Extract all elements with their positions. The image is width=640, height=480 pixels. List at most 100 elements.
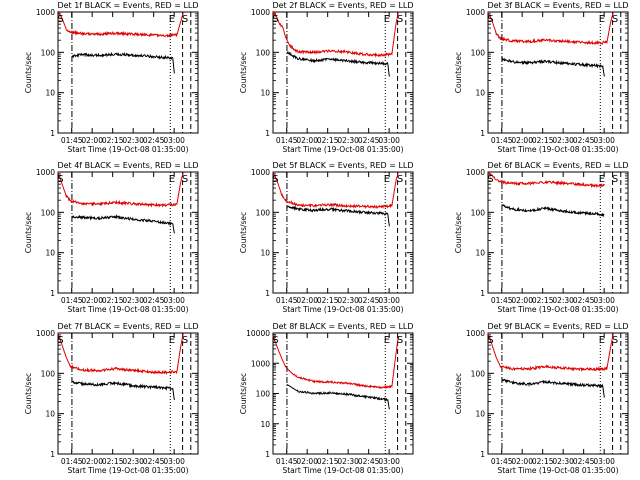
time-marker-label: S [182, 14, 188, 25]
x-tick-label: 02:30 [122, 296, 144, 305]
x-tick-label: 01:45 [61, 296, 83, 305]
y-tick-label: 100 [41, 369, 56, 378]
y-tick-label: 1000 [251, 168, 270, 177]
time-marker-label: S [397, 174, 403, 185]
y-tick-label: 10 [475, 249, 485, 258]
time-marker-label: S [612, 335, 618, 346]
x-tick-label: 02:45 [358, 457, 380, 466]
plot-frame [487, 332, 629, 455]
x-tick-label: 02:00 [511, 457, 533, 466]
x-tick-label: 03:00 [163, 457, 185, 466]
x-tick-label: 02:00 [511, 136, 533, 145]
y-tick-label: 1 [50, 450, 55, 459]
detector-panel: Det 6f BLACK = Events, RED = LLD Counts/s… [454, 161, 629, 314]
x-axis-label: Start Time (19-Oct-08 01:35:00) [282, 466, 403, 475]
panel-title: Det 8f BLACK = Events, RED = LLD [272, 322, 413, 331]
lld-series-line [57, 332, 184, 376]
y-tick-label: 1000 [466, 168, 485, 177]
lld-series-line [272, 335, 399, 390]
panel-title: Det 5f BLACK = Events, RED = LLD [272, 161, 413, 170]
y-tick-label: 100 [256, 48, 271, 57]
time-marker-label: S [57, 335, 63, 346]
detector-panel: Det 7f BLACK = Events, RED = LLD Counts/s… [24, 322, 199, 475]
y-axis-label: Counts/sec [239, 52, 248, 93]
x-axis-label: Start Time (19-Oct-08 01:35:00) [497, 466, 618, 475]
x-tick-label: 01:45 [491, 296, 513, 305]
y-axis-label: Counts/sec [24, 373, 33, 414]
x-axis-label: Start Time (19-Oct-08 01:35:00) [67, 145, 188, 154]
x-tick-label: 02:00 [81, 457, 103, 466]
events-series-line [501, 378, 605, 398]
x-tick-label: 01:45 [276, 296, 298, 305]
x-tick-label: 03:00 [378, 136, 400, 145]
x-tick-label: 01:45 [491, 457, 513, 466]
detector-panel: Det 2f BLACK = Events, RED = LLD Counts/s… [239, 1, 414, 154]
x-tick-label: 02:00 [296, 296, 318, 305]
y-axis-label: Counts/sec [24, 212, 33, 253]
x-tick-label: 02:30 [122, 457, 144, 466]
plot-frame [487, 171, 629, 294]
x-tick-label: 03:00 [378, 457, 400, 466]
y-tick-label: 100 [256, 208, 271, 217]
y-axis-label: Counts/sec [239, 373, 248, 414]
detector-panel: Det 4f BLACK = Events, RED = LLD Counts/s… [24, 161, 199, 314]
detector-panel: Det 5f BLACK = Events, RED = LLD Counts/s… [239, 161, 414, 314]
lld-series-line [487, 11, 614, 46]
y-tick-label: 10 [45, 249, 55, 258]
plot-frame [57, 171, 199, 294]
x-axis-label: Start Time (19-Oct-08 01:35:00) [497, 145, 618, 154]
time-marker-label: S [612, 174, 618, 185]
x-tick-label: 02:30 [337, 296, 359, 305]
y-tick-label: 100 [256, 390, 271, 399]
y-axis-label: Counts/sec [239, 212, 248, 253]
y-tick-label: 1 [265, 129, 270, 138]
y-tick-label: 1000 [36, 168, 55, 177]
detector-panel: Det 1f BLACK = Events, RED = LLD Counts/s… [24, 1, 199, 154]
x-tick-label: 03:00 [593, 136, 615, 145]
x-tick-label: 01:45 [276, 457, 298, 466]
x-tick-label: 02:00 [296, 457, 318, 466]
time-marker-label: E [384, 335, 390, 346]
x-tick-label: 01:45 [491, 136, 513, 145]
y-tick-label: 10000 [246, 329, 270, 338]
y-tick-label: 1 [480, 289, 485, 298]
lld-series-line [487, 170, 605, 189]
x-axis-label: Start Time (19-Oct-08 01:35:00) [282, 305, 403, 314]
lld-series-line [272, 10, 399, 58]
events-series-line [286, 205, 390, 227]
x-tick-label: 02:00 [81, 296, 103, 305]
x-axis-label: Start Time (19-Oct-08 01:35:00) [282, 145, 403, 154]
x-tick-label: 02:15 [532, 457, 554, 466]
y-tick-label: 1000 [466, 329, 485, 338]
y-tick-label: 100 [471, 208, 486, 217]
x-axis-label: Start Time (19-Oct-08 01:35:00) [67, 466, 188, 475]
y-tick-label: 1 [480, 450, 485, 459]
y-tick-label: 10 [260, 89, 270, 98]
x-tick-label: 03:00 [163, 296, 185, 305]
time-marker-label: S [272, 14, 278, 25]
time-marker-label: S [57, 174, 63, 185]
x-tick-label: 02:15 [317, 296, 339, 305]
x-tick-label: 01:45 [61, 457, 83, 466]
x-tick-label: 03:00 [593, 457, 615, 466]
panel-title: Det 6f BLACK = Events, RED = LLD [487, 161, 628, 170]
time-marker-label: E [599, 335, 605, 346]
events-series-line [71, 380, 175, 400]
y-tick-label: 10 [260, 420, 270, 429]
time-marker-label: E [169, 14, 175, 25]
time-marker-label: S [57, 14, 63, 25]
panel-title: Det 3f BLACK = Events, RED = LLD [487, 1, 628, 10]
y-axis-label: Counts/sec [24, 52, 33, 93]
x-tick-label: 02:30 [552, 457, 574, 466]
lld-series-line [57, 10, 184, 39]
x-tick-label: 02:30 [337, 136, 359, 145]
x-tick-label: 02:15 [317, 457, 339, 466]
events-series-line [71, 213, 175, 234]
x-tick-label: 02:00 [296, 136, 318, 145]
x-tick-label: 02:00 [511, 296, 533, 305]
x-tick-label: 01:45 [61, 136, 83, 145]
plot-frame [272, 11, 414, 134]
x-tick-label: 01:45 [276, 136, 298, 145]
y-tick-label: 1000 [466, 8, 485, 17]
time-marker-label: S [397, 14, 403, 25]
